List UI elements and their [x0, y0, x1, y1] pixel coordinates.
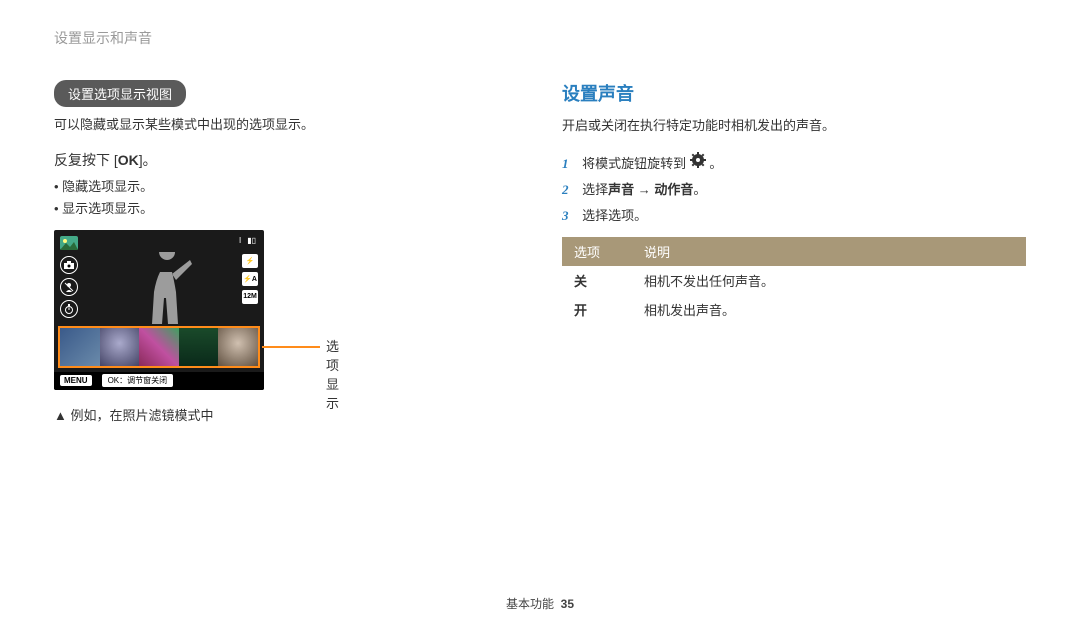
options-table: 选项 说明 关 相机不发出任何声音。 开 相机发出声音。	[562, 237, 1026, 324]
section-desc: 开启或关闭在执行特定功能时相机发出的声音。	[562, 116, 1026, 137]
step-item: 3 选择选项。	[562, 203, 1026, 229]
flash-icon: ⚡	[242, 254, 258, 268]
thumb	[100, 328, 140, 366]
screen-caption: ▲ 例如，在照片滤镜模式中	[54, 405, 474, 424]
table-header-row: 选项 说明	[562, 237, 1026, 266]
timer-icon	[60, 300, 78, 318]
section-pill: 设置选项显示视图	[54, 80, 186, 107]
col-option: 选项	[562, 237, 632, 266]
filter-strip	[58, 326, 260, 368]
option-name: 开	[562, 295, 632, 324]
right-icons: ⚡ ⚡A 12M	[242, 254, 258, 304]
camera-screen: I ▮▯ ⚡ ⚡A 12M	[54, 230, 264, 390]
step-number: 3	[562, 208, 569, 223]
step-bold: 声音	[608, 182, 634, 197]
step-text: 选择选项。	[582, 208, 647, 223]
page-footer: 基本功能 35	[0, 595, 1080, 612]
step-item: 2 选择声音 → 动作音。	[562, 177, 1026, 203]
right-column: 设置声音 开启或关闭在执行特定功能时相机发出的声音。 1 将模式旋钮旋转到 。 …	[562, 80, 1026, 324]
person-silhouette	[132, 252, 202, 332]
thumb	[218, 328, 258, 366]
step-bold: 动作音	[654, 182, 693, 197]
screen-wrapper: I ▮▯ ⚡ ⚡A 12M	[54, 230, 264, 390]
bullet-list: • 隐藏选项显示。 • 显示选项显示。	[54, 176, 474, 220]
bullet-item: • 显示选项显示。	[54, 198, 474, 220]
table-row: 关 相机不发出任何声音。	[562, 266, 1026, 295]
step-number: 1	[562, 156, 569, 171]
resolution-icon: 12M	[242, 290, 258, 304]
subtitle-suffix: ]。	[139, 152, 157, 168]
step-number: 2	[562, 182, 569, 197]
page-header: 设置显示和声音	[54, 28, 152, 48]
callout-line	[262, 346, 320, 348]
battery-icon: ▮▯	[247, 236, 256, 245]
thumb	[179, 328, 219, 366]
col-description: 说明	[632, 237, 1026, 266]
option-expl: 相机不发出任何声音。	[632, 266, 1026, 295]
landscape-icon	[60, 234, 78, 252]
section-desc: 可以隐藏或显示某些模式中出现的选项显示。	[54, 115, 474, 136]
table-row: 开 相机发出声音。	[562, 295, 1026, 324]
option-expl: 相机发出声音。	[632, 295, 1026, 324]
page-number: 35	[561, 597, 574, 611]
left-icons	[60, 234, 78, 318]
option-name: 关	[562, 266, 632, 295]
left-column: 设置选项显示视图 可以隐藏或显示某些模式中出现的选项显示。 反复按下 [OK]。…	[54, 80, 474, 424]
face-icon	[60, 278, 78, 296]
subtitle-prefix: 反复按下 [	[54, 152, 118, 168]
arrow: →	[634, 182, 654, 197]
thumb	[139, 328, 179, 366]
flash-auto-icon: ⚡A	[242, 272, 258, 286]
step-suffix: 。	[709, 156, 722, 171]
thumb	[60, 328, 100, 366]
camera-mode-icon	[60, 256, 78, 274]
step-item: 1 将模式旋钮旋转到 。	[562, 151, 1026, 178]
step-suffix: 。	[693, 182, 706, 197]
instruction-title: 反复按下 [OK]。	[54, 150, 474, 170]
ok-label: OK：调节窗关闭	[102, 374, 174, 387]
ok-key: OK	[118, 152, 139, 168]
top-indicators: I ▮▯	[239, 236, 256, 245]
gear-icon	[690, 151, 706, 177]
callout-text: 选项显示	[326, 336, 339, 412]
menu-chip: MENU	[60, 375, 92, 386]
bottom-bar: MENU OK：调节窗关闭	[54, 372, 264, 390]
indicator-i: I	[239, 236, 241, 245]
step-text: 选择	[582, 182, 608, 197]
section-title: 设置声音	[562, 80, 1026, 106]
steps-list: 1 将模式旋钮旋转到 。 2 选择声音 → 动作音。 3 选择选项。	[562, 151, 1026, 230]
step-text: 将模式旋钮旋转到	[582, 156, 690, 171]
footer-section: 基本功能	[506, 597, 554, 611]
bullet-item: • 隐藏选项显示。	[54, 176, 474, 198]
